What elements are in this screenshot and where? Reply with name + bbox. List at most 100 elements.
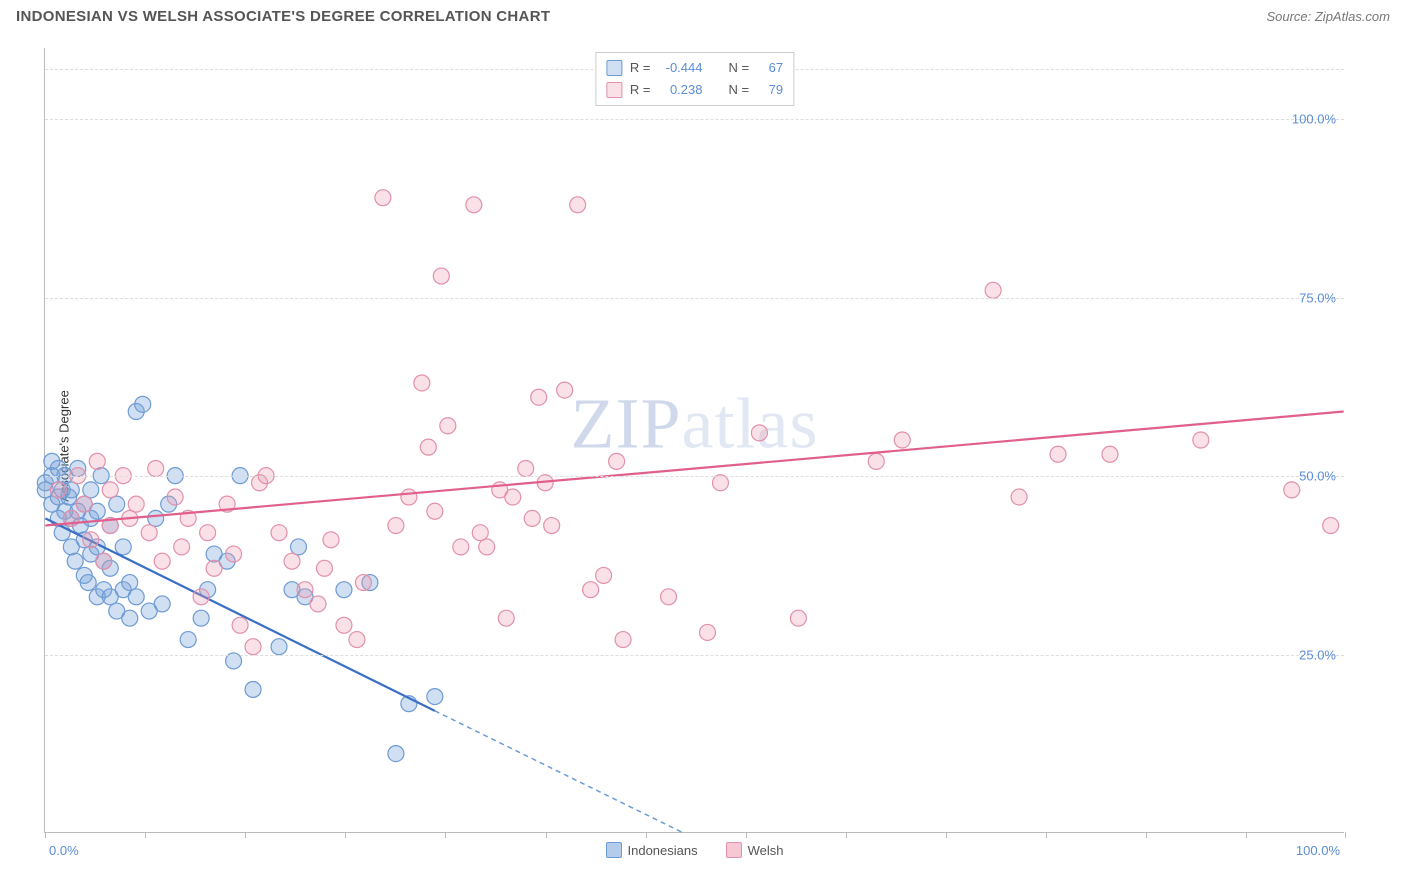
data-point <box>498 610 514 626</box>
data-point <box>316 560 332 576</box>
data-point <box>349 632 365 648</box>
data-point <box>80 575 96 591</box>
data-point <box>297 582 313 598</box>
data-point <box>76 496 92 512</box>
data-point <box>453 539 469 555</box>
data-point <box>355 575 371 591</box>
data-point <box>245 681 261 697</box>
chart-plot-area: ZIPatlas R =-0.444N =67R =0.238N =79 0.0… <box>44 48 1344 833</box>
data-point <box>271 639 287 655</box>
legend-label: Indonesians <box>627 843 697 858</box>
data-point <box>1323 518 1339 534</box>
data-point <box>232 617 248 633</box>
data-point <box>868 453 884 469</box>
data-point <box>466 197 482 213</box>
x-tick <box>546 832 547 838</box>
data-point <box>544 518 560 534</box>
x-tick <box>445 832 446 838</box>
x-tick <box>1046 832 1047 838</box>
data-point <box>427 503 443 519</box>
legend-swatch <box>605 842 621 858</box>
data-point <box>427 689 443 705</box>
data-point <box>388 518 404 534</box>
data-point <box>985 282 1001 298</box>
x-tick <box>145 832 146 838</box>
x-tick <box>946 832 947 838</box>
data-point <box>1050 446 1066 462</box>
data-point <box>751 425 767 441</box>
data-point <box>271 525 287 541</box>
data-point <box>128 589 144 605</box>
stats-row: R =-0.444N =67 <box>606 57 783 79</box>
data-point <box>135 396 151 412</box>
data-point <box>518 461 534 477</box>
data-point <box>894 432 910 448</box>
data-point <box>83 482 99 498</box>
x-tick <box>45 832 46 838</box>
legend-item: Welsh <box>726 842 784 858</box>
data-point <box>433 268 449 284</box>
data-point <box>375 190 391 206</box>
gridline <box>45 119 1344 120</box>
series-swatch <box>606 82 622 98</box>
data-point <box>154 553 170 569</box>
y-tick-label: 50.0% <box>1299 469 1336 484</box>
data-point <box>661 589 677 605</box>
data-point <box>284 553 300 569</box>
x-tick <box>646 832 647 838</box>
data-point <box>50 482 66 498</box>
source-label: Source: ZipAtlas.com <box>1266 9 1390 24</box>
x-axis-max-label: 100.0% <box>1296 843 1340 858</box>
y-tick-label: 100.0% <box>1292 112 1336 127</box>
data-point <box>1011 489 1027 505</box>
data-point <box>414 375 430 391</box>
data-point <box>570 197 586 213</box>
x-tick <box>245 832 246 838</box>
data-point <box>323 532 339 548</box>
data-point <box>180 632 196 648</box>
data-point <box>115 539 131 555</box>
scatter-plot-svg <box>45 48 1344 832</box>
data-point <box>291 539 307 555</box>
data-point <box>193 610 209 626</box>
y-tick-label: 75.0% <box>1299 290 1336 305</box>
data-point <box>102 482 118 498</box>
data-point <box>420 439 436 455</box>
trend-line-extrapolated <box>435 711 682 832</box>
x-tick <box>746 832 747 838</box>
data-point <box>122 610 138 626</box>
gridline <box>45 298 1344 299</box>
data-point <box>167 489 183 505</box>
data-point <box>154 596 170 612</box>
data-point <box>531 389 547 405</box>
data-point <box>583 582 599 598</box>
data-point <box>200 525 216 541</box>
data-point <box>524 510 540 526</box>
series-swatch <box>606 60 622 76</box>
trend-line <box>45 518 435 710</box>
data-point <box>148 461 164 477</box>
data-point <box>505 489 521 505</box>
data-point <box>336 582 352 598</box>
data-point <box>141 525 157 541</box>
data-point <box>109 496 125 512</box>
data-point <box>226 546 242 562</box>
data-point <box>1284 482 1300 498</box>
data-point <box>388 746 404 762</box>
legend-label: Welsh <box>748 843 784 858</box>
data-point <box>609 453 625 469</box>
data-point <box>440 418 456 434</box>
gridline <box>45 655 1344 656</box>
legend: Indonesians Welsh <box>605 842 783 858</box>
legend-item: Indonesians <box>605 842 697 858</box>
data-point <box>699 624 715 640</box>
data-point <box>401 489 417 505</box>
correlation-stats-box: R =-0.444N =67R =0.238N =79 <box>595 52 794 106</box>
data-point <box>479 539 495 555</box>
data-point <box>193 589 209 605</box>
x-axis-min-label: 0.0% <box>49 843 79 858</box>
stats-row: R =0.238N =79 <box>606 79 783 101</box>
data-point <box>596 567 612 583</box>
x-tick <box>1345 832 1346 838</box>
x-tick <box>1246 832 1247 838</box>
